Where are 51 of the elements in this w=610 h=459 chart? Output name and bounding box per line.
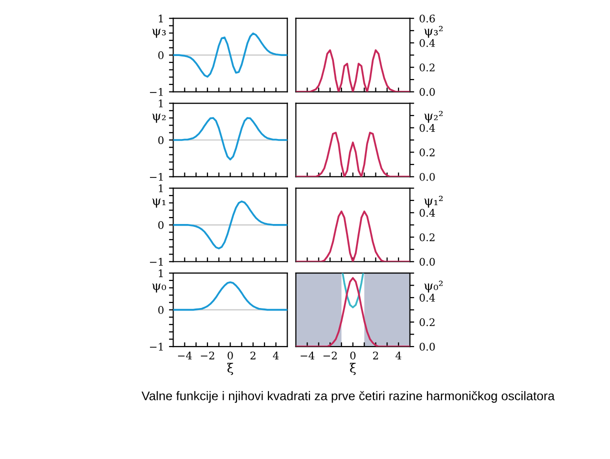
- y-tick-label: −1: [150, 258, 163, 266]
- y-axis-title: ψ₁²: [424, 196, 443, 208]
- x-axis-title: ξ: [227, 362, 234, 375]
- y-tick-label: 0.4: [420, 39, 435, 47]
- y-tick-label: −1: [150, 172, 163, 181]
- x-tick-label: −2: [323, 352, 337, 360]
- y-tick-label: 0.6: [420, 14, 435, 22]
- y-tick-label: 0.4: [420, 124, 435, 132]
- x-tick-label: −4: [300, 352, 314, 360]
- y-axis-title: ψ₁: [152, 198, 166, 208]
- y-tick-label: 0.2: [420, 318, 434, 326]
- y-tick-label: 1: [158, 100, 163, 108]
- y-tick-label: 0.2: [420, 148, 434, 156]
- y-tick-label: 1: [158, 184, 163, 192]
- x-tick-label: 0: [350, 352, 356, 360]
- x-tick-label: −4: [178, 352, 192, 360]
- y-axis-title: ψ₀: [152, 283, 166, 293]
- x-tick-label: 2: [373, 352, 378, 360]
- text: Valne funkcije i njihovi kvadrati za prve četiri razine harmoničkog oscilatora: [142, 391, 555, 403]
- y-tick-label: −1: [150, 342, 163, 351]
- y-axis-title: ψ₃²: [424, 26, 443, 38]
- y-axis-title: ψ₃: [152, 28, 166, 38]
- line-series: [342, 273, 364, 308]
- y-tick-label: −1: [150, 88, 163, 96]
- y-tick-label: 0.2: [420, 233, 434, 242]
- y-tick-label: 0.4: [420, 294, 435, 302]
- y-tick-label: 0: [158, 306, 164, 314]
- x-tick-label: 2: [250, 352, 256, 360]
- y-axis-title: ψ₀²: [424, 280, 443, 293]
- y-tick-label: 1: [158, 269, 163, 278]
- y-axis-title: ψ₂: [152, 114, 166, 123]
- y-tick-label: 0.2: [420, 64, 434, 72]
- y-tick-label: 0: [158, 51, 164, 60]
- x-tick-label: −2: [200, 352, 214, 360]
- y-tick-label: 0.4: [420, 208, 435, 217]
- line-series: [173, 200, 288, 250]
- y-tick-label: 0.0: [420, 88, 435, 96]
- y-tick-label: 0.0: [420, 258, 435, 266]
- x-axis-title: ξ: [350, 362, 356, 375]
- y-tick-label: 0.0: [420, 172, 435, 181]
- y-axis-title: ψ₂²: [424, 110, 443, 123]
- y-tick-label: 0.0: [420, 342, 435, 351]
- y-tick-label: 0: [158, 221, 164, 230]
- line-series: [173, 281, 288, 311]
- line-series: [173, 117, 288, 160]
- x-tick-label: 4: [272, 352, 279, 360]
- y-tick-label: 0: [158, 136, 164, 144]
- line-series: [173, 32, 288, 78]
- x-tick-label: 4: [396, 352, 402, 360]
- y-tick-label: 1: [158, 14, 163, 22]
- x-tick-label: 0: [228, 352, 233, 360]
